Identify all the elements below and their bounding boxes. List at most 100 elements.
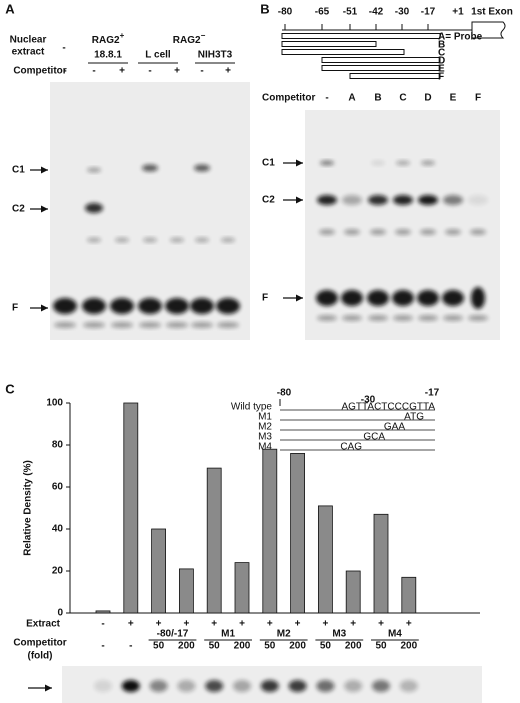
gel-band bbox=[421, 160, 435, 166]
y-tick-label: 0 bbox=[57, 608, 63, 619]
gel-band bbox=[317, 195, 337, 205]
bar bbox=[401, 576, 417, 614]
cell-label: NIH3T3 bbox=[198, 50, 233, 61]
gel-band bbox=[395, 229, 411, 235]
bar bbox=[95, 610, 111, 614]
y-tick-label: 20 bbox=[52, 566, 64, 577]
probe bbox=[349, 73, 441, 79]
gel-band bbox=[468, 195, 488, 205]
gel-band bbox=[170, 237, 184, 243]
extract-label: + bbox=[322, 619, 328, 630]
gel-band bbox=[367, 290, 389, 306]
lane-label: B bbox=[374, 93, 381, 104]
gel-band bbox=[368, 195, 388, 205]
gel-band bbox=[371, 160, 385, 166]
probe bbox=[281, 33, 441, 39]
gel-band bbox=[393, 195, 413, 205]
gel-band bbox=[392, 290, 414, 306]
lane-label: - bbox=[200, 66, 203, 77]
position-label: -30 bbox=[361, 395, 376, 406]
bar bbox=[317, 505, 333, 614]
gel-band bbox=[372, 680, 390, 692]
y-tick-label: 80 bbox=[52, 440, 64, 451]
position-label: -51 bbox=[343, 7, 358, 18]
group-label: RAG2+ bbox=[92, 31, 125, 46]
sequence: GAA bbox=[384, 422, 405, 433]
lane-label: C bbox=[399, 93, 406, 104]
arrow-head bbox=[41, 304, 48, 312]
extract-label: + bbox=[378, 619, 384, 630]
gel-band bbox=[217, 322, 239, 328]
band-label: C1 bbox=[262, 158, 275, 169]
arrow-head bbox=[296, 159, 303, 167]
position-label: -80 bbox=[277, 388, 292, 399]
sequence: ATG bbox=[404, 412, 424, 423]
gel-band bbox=[82, 298, 106, 314]
fold-label: 50 bbox=[153, 641, 165, 652]
gel-band bbox=[418, 315, 438, 321]
gel-band bbox=[94, 680, 112, 692]
fold-label: 200 bbox=[178, 641, 195, 652]
lane-label: + bbox=[119, 66, 125, 77]
gel-band bbox=[443, 315, 463, 321]
position-label: -17 bbox=[425, 388, 440, 399]
gel-band bbox=[139, 322, 161, 328]
gel-band bbox=[260, 680, 279, 692]
gel-band bbox=[165, 298, 189, 314]
fold-label: 200 bbox=[289, 641, 306, 652]
row-name: M2 bbox=[258, 422, 272, 433]
bar bbox=[345, 570, 361, 614]
position-label: -17 bbox=[421, 7, 436, 18]
fold-label: 50 bbox=[375, 641, 387, 652]
row-label: (fold) bbox=[28, 651, 53, 662]
probe-label: C bbox=[438, 48, 445, 59]
gel-band bbox=[87, 237, 101, 243]
panel-label: C bbox=[5, 381, 15, 396]
row-label: Competitor bbox=[13, 66, 66, 77]
group-label: M3 bbox=[332, 629, 346, 640]
y-axis-label: Relative Density (%) bbox=[23, 460, 34, 556]
fold-label: 200 bbox=[400, 641, 417, 652]
gel-band bbox=[166, 322, 188, 328]
gel-band bbox=[53, 298, 77, 314]
lane-label: F bbox=[475, 93, 481, 104]
gel-band bbox=[393, 315, 413, 321]
panel-label: B bbox=[260, 1, 269, 16]
fold-label: 50 bbox=[209, 641, 221, 652]
gel-band bbox=[138, 298, 162, 314]
extract-label: + bbox=[406, 619, 412, 630]
gel-band bbox=[418, 195, 438, 205]
band-label: C2 bbox=[12, 204, 25, 215]
fold-label: 200 bbox=[345, 641, 362, 652]
group-label: M2 bbox=[277, 629, 291, 640]
extract-label: + bbox=[295, 619, 301, 630]
lane-label: A bbox=[348, 93, 355, 104]
probe-label: B bbox=[438, 40, 445, 51]
gel-band bbox=[344, 680, 363, 692]
probe bbox=[321, 57, 441, 63]
arrow-head bbox=[41, 166, 48, 174]
bar bbox=[123, 402, 139, 614]
lane-label: + bbox=[174, 66, 180, 77]
gel-band bbox=[83, 322, 105, 328]
bar bbox=[206, 467, 222, 614]
exon-box bbox=[471, 21, 506, 39]
fold-label: - bbox=[101, 641, 104, 652]
panel-label: A bbox=[5, 1, 15, 16]
position-label: +1 bbox=[452, 7, 464, 18]
gel-band bbox=[319, 229, 335, 235]
cell-label: 18.8.1 bbox=[94, 50, 122, 61]
gel-band bbox=[216, 298, 240, 314]
gel-band bbox=[190, 298, 214, 314]
extract-label: + bbox=[211, 619, 217, 630]
probe bbox=[321, 65, 441, 71]
lane-label: - bbox=[148, 66, 151, 77]
extract-label: + bbox=[156, 619, 162, 630]
lane-label: - bbox=[92, 66, 95, 77]
extract-label: + bbox=[267, 619, 273, 630]
band-label: F bbox=[12, 303, 18, 314]
position-label: -65 bbox=[315, 7, 330, 18]
gel-band bbox=[399, 680, 418, 692]
fold-label: - bbox=[129, 641, 132, 652]
group-name: RAG2 bbox=[173, 35, 201, 46]
